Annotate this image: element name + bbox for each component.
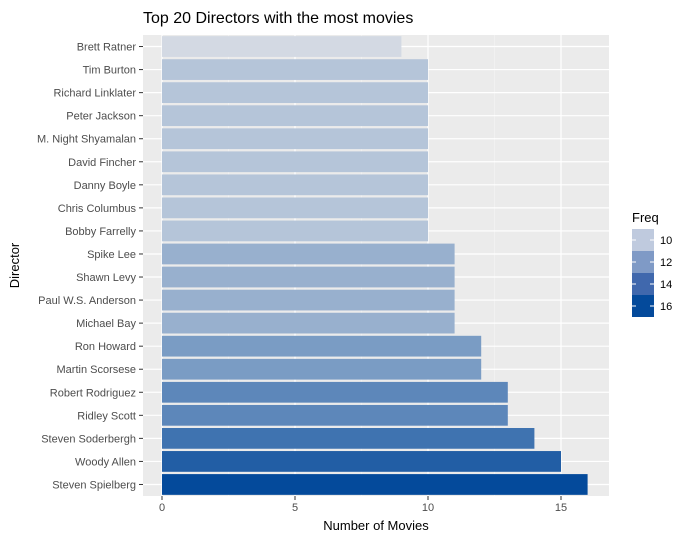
- legend-label: 10: [660, 235, 672, 247]
- y-tick-label: Robert Rodriguez: [50, 387, 136, 399]
- plot-panel: [143, 35, 609, 496]
- y-tick-label: Ron Howard: [75, 341, 136, 353]
- bar: [162, 105, 428, 127]
- y-tick-label: Peter Jackson: [66, 111, 136, 123]
- x-tick-label: 5: [292, 502, 298, 514]
- bar: [162, 381, 508, 403]
- y-tick-label: Tim Burton: [83, 65, 136, 77]
- bars: [162, 36, 588, 495]
- y-tick-label: Richard Linklater: [53, 88, 136, 100]
- chart-title: Top 20 Directors with the most movies: [143, 10, 413, 27]
- bar: [162, 451, 561, 472]
- bar: [162, 358, 482, 380]
- bar: [162, 151, 428, 173]
- y-tick-label: Chris Columbus: [58, 203, 137, 215]
- y-axis-title: Director: [7, 242, 22, 288]
- legend-label: 14: [660, 279, 672, 291]
- bar: [162, 335, 482, 357]
- legend-swatch: [632, 295, 654, 317]
- bar: [162, 404, 508, 426]
- y-axis: Brett Ratner Tim Burton Richard Linklater P…: [37, 42, 143, 491]
- y-tick-label: Steven Spielberg: [52, 479, 136, 491]
- x-axis-title: Number of Movies: [323, 518, 429, 533]
- legend-swatch: [632, 229, 654, 251]
- bar: [162, 428, 535, 449]
- y-tick-label: M. Night Shyamalan: [37, 134, 136, 146]
- x-tick-label: 15: [555, 502, 567, 514]
- bar: [162, 36, 402, 57]
- bar: [162, 312, 455, 334]
- legend-swatch: [632, 273, 654, 295]
- y-tick-label: Spike Lee: [87, 249, 136, 261]
- y-tick-label: Steven Soderbergh: [41, 433, 136, 445]
- y-tick-label: David Fincher: [68, 157, 136, 169]
- bar: [162, 82, 428, 103]
- legend-title: Freq: [632, 210, 659, 225]
- legend: Freq 10 12 14 16: [632, 210, 672, 317]
- bar: [162, 220, 428, 242]
- y-tick-label: Paul W.S. Anderson: [38, 295, 136, 307]
- y-tick-label: Michael Bay: [76, 318, 136, 330]
- bar: [162, 128, 428, 150]
- bar: [162, 266, 455, 288]
- x-axis: 0 5 10 15: [159, 496, 567, 514]
- bar: [162, 243, 455, 265]
- bar: [162, 289, 455, 311]
- y-tick-label: Brett Ratner: [77, 42, 137, 54]
- legend-label: 16: [660, 301, 672, 313]
- y-tick-label: Woody Allen: [75, 456, 136, 468]
- bar: [162, 59, 428, 80]
- bar: [162, 174, 428, 196]
- y-tick-label: Martin Scorsese: [57, 364, 136, 376]
- legend-label: 12: [660, 257, 672, 269]
- y-tick-label: Ridley Scott: [77, 410, 136, 422]
- x-tick-label: 10: [422, 502, 434, 514]
- y-tick-label: Danny Boyle: [74, 180, 136, 192]
- bar: [162, 474, 588, 495]
- x-tick-label: 0: [159, 502, 165, 514]
- y-tick-label: Shawn Levy: [76, 272, 136, 284]
- legend-swatch: [632, 251, 654, 273]
- y-tick-label: Bobby Farrelly: [65, 226, 136, 238]
- bar: [162, 197, 428, 219]
